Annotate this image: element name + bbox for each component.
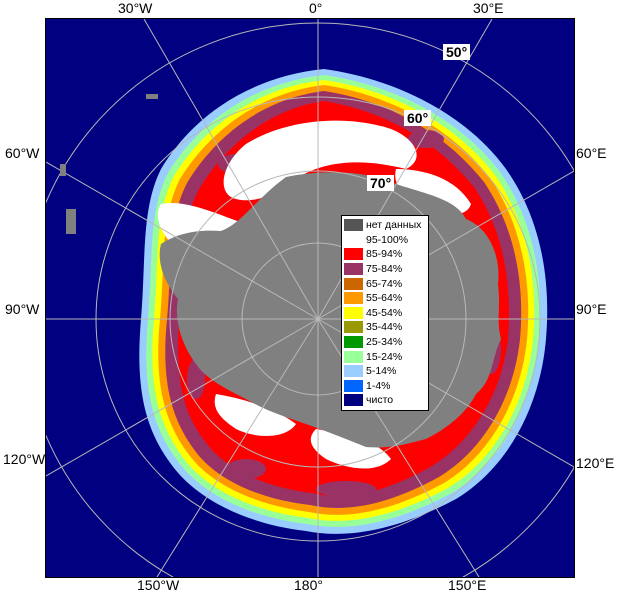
legend-label: 35-44% [366,321,403,334]
lon-label-top-30w: 30°W [118,0,153,16]
legend-swatch [344,394,363,407]
legend-item: 5-14% [344,364,426,379]
lon-label-right-120e: 120°E [576,455,615,471]
legend-item: 75-84% [344,262,426,277]
legend-swatch [344,350,363,363]
legend-item: 1-4% [344,379,426,394]
legend-swatch [344,336,363,349]
legend-label: 45-54% [366,306,403,319]
legend-label: 55-64% [366,292,403,305]
legend-item: 45-54% [344,306,426,321]
legend-item: 15-24% [344,349,426,364]
legend-label: 1-4% [366,379,391,392]
legend-item: нет данных [344,218,426,233]
lat-label-60: 60° [404,110,432,126]
legend-item: чисто [344,393,426,408]
legend-item: 95-100% [344,233,426,248]
lon-label-bottom-150e: 150°E [448,577,487,593]
legend-swatch [344,292,363,305]
legend-label: нет данных [366,219,422,232]
legend-item: 55-64% [344,291,426,306]
lat-label-50: 50° [443,44,471,60]
legend-swatch [344,379,363,392]
polar-stereographic-map [46,19,574,577]
legend-label: 85-94% [366,248,403,261]
legend-label: 95-100% [366,233,409,246]
legend-swatch [344,219,363,232]
legend-label: чисто [366,394,394,407]
legend-label: 75-84% [366,263,403,276]
legend-item: 85-94% [344,247,426,262]
legend-label: 5-14% [366,365,397,378]
legend-item: 35-44% [344,320,426,335]
legend-label: 25-34% [366,336,403,349]
ice-concentration-legend: нет данных 95-100% 85-94% 75-84% 65-74% 55-64… [341,215,429,411]
legend-swatch [344,277,363,290]
legend-swatch [344,306,363,319]
lat-label-70: 70° [367,175,395,191]
lon-label-bottom-180: 180° [294,577,323,593]
lon-label-left-90w: 90°W [5,301,40,317]
legend-swatch [344,321,363,334]
no-data-specks [60,94,158,234]
lon-label-left-120w: 120°W [3,451,46,467]
legend-item: 25-34% [344,335,426,350]
legend-label: 65-74% [366,277,403,290]
sea-ice-map [45,18,575,578]
lon-label-right-60e: 60°E [576,145,607,161]
lon-label-top-30e: 30°E [473,0,504,16]
legend-swatch [344,263,363,276]
lon-label-left-60w: 60°W [5,145,40,161]
legend-swatch [344,365,363,378]
legend-label: 15-24% [366,350,403,363]
legend-swatch [344,248,363,261]
legend-swatch [344,233,363,246]
legend-item: 65-74% [344,276,426,291]
lon-label-bottom-150w: 150°W [137,577,180,593]
lon-label-right-90e: 90°E [576,301,607,317]
lon-label-top-0: 0° [309,0,323,16]
